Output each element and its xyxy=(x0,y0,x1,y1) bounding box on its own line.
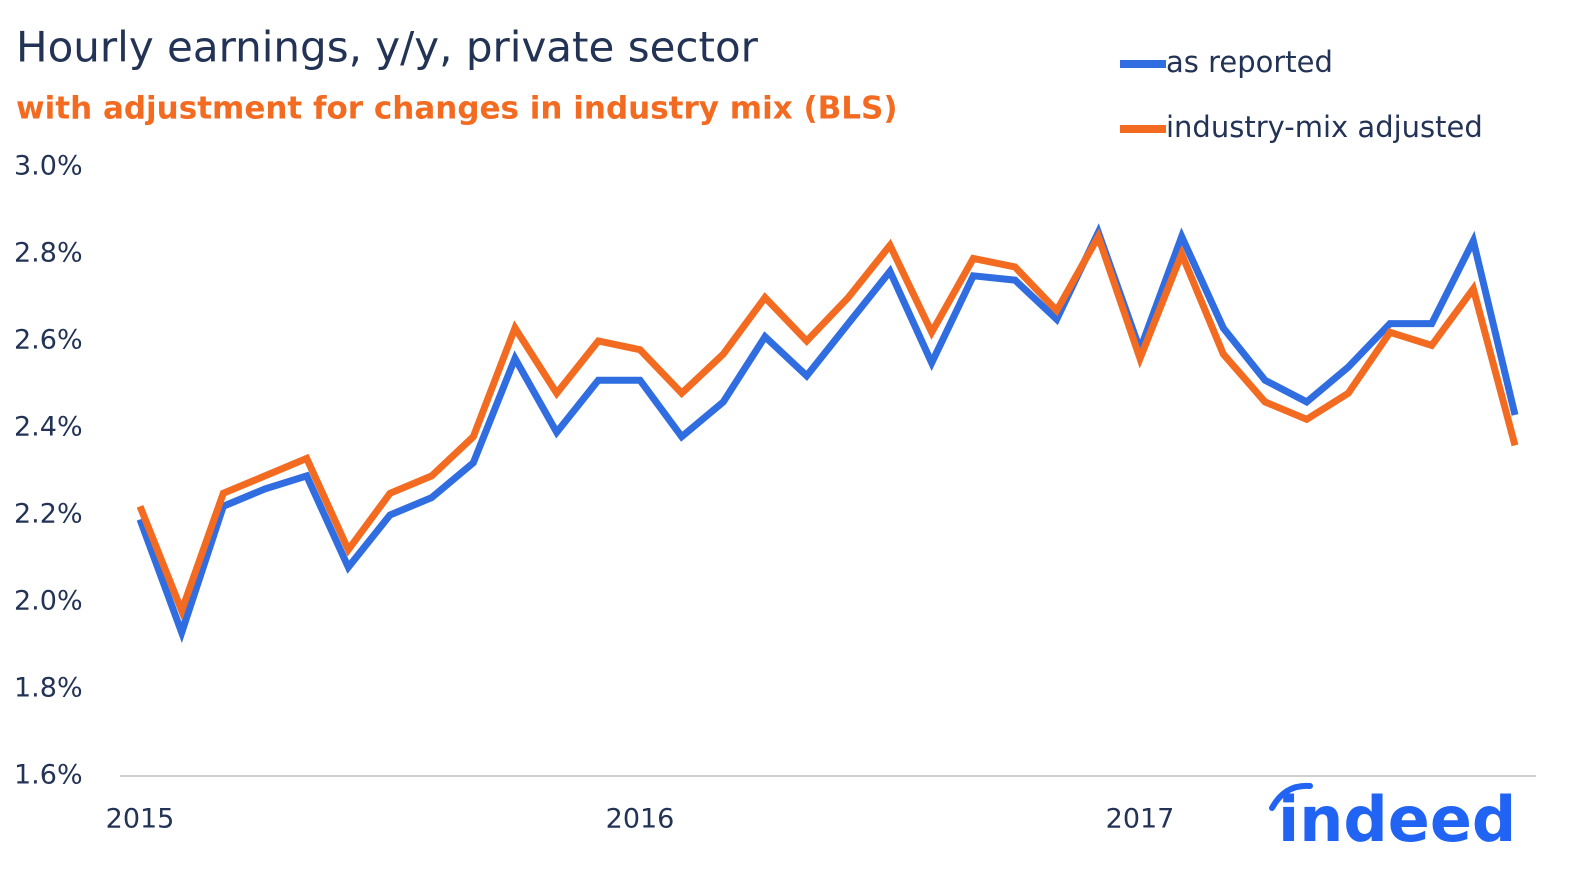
y-tick-label: 2.6% xyxy=(14,325,83,356)
series-line xyxy=(136,223,1519,644)
x-tick-label: 2017 xyxy=(1106,804,1175,835)
logo-arc xyxy=(1269,782,1313,811)
logo: indeed xyxy=(1278,783,1516,856)
y-tick-label: 2.4% xyxy=(14,412,83,443)
y-tick-label: 2.2% xyxy=(14,499,83,530)
series-line xyxy=(136,228,1519,621)
chart-title: Hourly earnings, y/y, private sector xyxy=(16,23,759,72)
legend-label: as reported xyxy=(1166,45,1333,79)
y-tick-label: 1.6% xyxy=(14,760,83,791)
legend-label: industry-mix adjusted xyxy=(1166,110,1483,144)
y-tick-label: 3.0% xyxy=(14,151,83,182)
x-tick-label: 2016 xyxy=(606,804,675,835)
x-tick-label: 2015 xyxy=(106,804,175,835)
y-tick-label: 2.0% xyxy=(14,586,83,617)
y-tick-label: 2.8% xyxy=(14,238,83,269)
y-tick-label: 1.8% xyxy=(14,673,83,704)
chart-subtitle: with adjustment for changes in industry … xyxy=(16,91,898,127)
